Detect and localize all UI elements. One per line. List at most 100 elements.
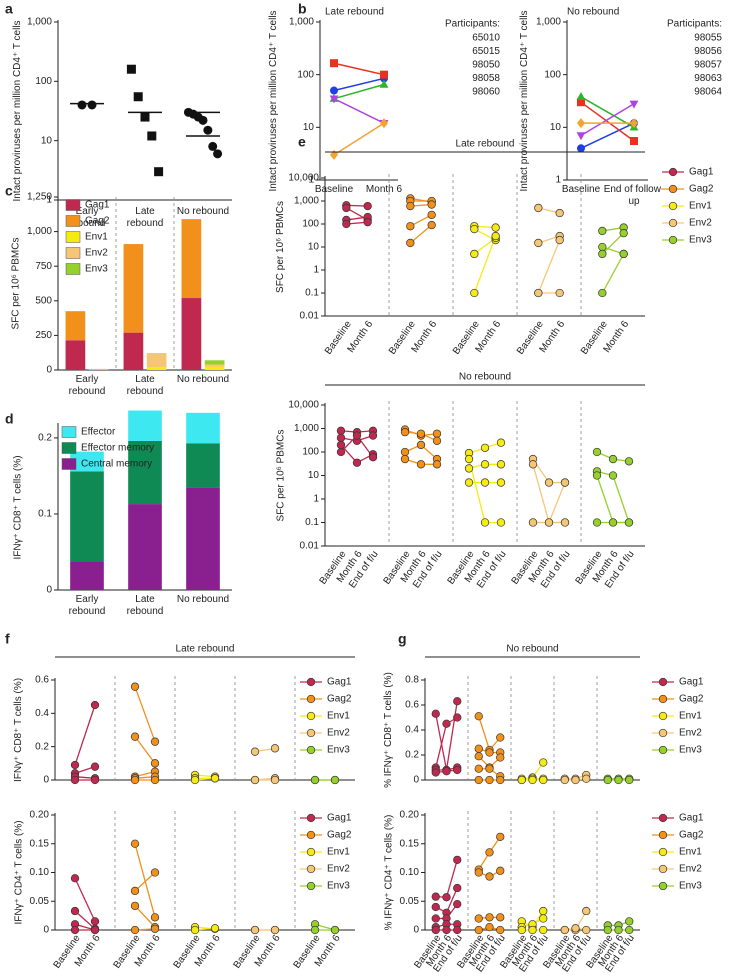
pair-line	[478, 716, 501, 752]
point	[485, 764, 494, 773]
point	[474, 868, 483, 877]
point	[210, 924, 220, 933]
point	[598, 242, 607, 252]
pair-line	[74, 910, 96, 930]
bar-segment	[181, 219, 202, 299]
panel-label: a	[5, 1, 13, 17]
legend-label: Gag2	[327, 830, 352, 841]
y-axis-label-box: % IFNγ⁺ CD8⁺ T cells (%)	[383, 672, 395, 788]
marker	[577, 118, 585, 129]
legend-label: 98050	[472, 60, 500, 71]
legend-marker	[658, 711, 668, 721]
x-tick-label: No rebound	[176, 594, 230, 605]
point	[270, 925, 280, 935]
point	[453, 765, 462, 775]
panel-label: d	[5, 411, 14, 427]
header-title: No rebound	[459, 372, 511, 383]
point	[496, 925, 505, 935]
y-tick-label: 1	[313, 494, 319, 505]
legend-marker	[668, 218, 678, 228]
legend-label: Gag2	[679, 830, 704, 841]
y-tick-label: 0.6	[405, 700, 419, 711]
point	[598, 288, 607, 298]
point	[619, 229, 628, 238]
point	[474, 925, 483, 935]
legend-label: Gag2	[85, 216, 110, 227]
marker	[208, 141, 218, 151]
y-tick-label: 0	[43, 775, 49, 786]
legend-swatch	[65, 263, 81, 275]
legend-marker	[306, 847, 316, 857]
point	[555, 288, 564, 298]
point	[250, 775, 260, 785]
panel-label: g	[398, 631, 407, 647]
point	[544, 478, 554, 487]
point	[534, 203, 543, 213]
x-tick-label-box: Early rebound	[68, 374, 106, 397]
point	[539, 906, 548, 916]
point	[496, 832, 505, 841]
point	[453, 697, 462, 706]
point	[70, 906, 80, 916]
bar-segment	[204, 366, 225, 370]
point	[310, 775, 320, 785]
point	[624, 518, 634, 527]
legend-label: Env2	[85, 248, 108, 259]
point	[400, 427, 410, 437]
legend-title: Participants:	[667, 19, 722, 30]
point	[528, 925, 537, 935]
legend-label: 98063	[694, 73, 722, 84]
point	[310, 925, 320, 935]
point	[406, 238, 415, 248]
panel-label: e	[298, 134, 306, 150]
marker	[198, 115, 208, 125]
y-tick-label: 10	[308, 470, 320, 481]
pair-line	[74, 704, 96, 766]
point	[592, 518, 602, 527]
bar-segment	[186, 412, 220, 444]
point	[442, 767, 451, 776]
point	[485, 775, 494, 785]
panel-label: f	[5, 631, 10, 647]
legend-label: Env3	[85, 264, 108, 275]
y-tick-label: 0.2	[38, 433, 52, 444]
point	[474, 914, 483, 923]
point	[150, 913, 160, 922]
legend-marker	[306, 830, 316, 840]
point	[130, 732, 140, 741]
legend-swatch	[61, 458, 77, 470]
point	[90, 700, 100, 710]
series-line	[333, 77, 385, 92]
y-tick-label: 1,000	[536, 17, 561, 28]
legend-label: Env2	[327, 728, 350, 739]
marker	[87, 100, 97, 110]
point	[406, 201, 415, 211]
legend-marker	[306, 677, 316, 687]
y-tick-label: 100	[302, 447, 319, 458]
legend-label: Env1	[85, 232, 108, 243]
point	[90, 762, 100, 771]
series-line	[333, 98, 385, 124]
y-axis-label: IFNγ⁺ CD8⁺ T cells (%)	[12, 455, 24, 560]
point	[619, 249, 628, 259]
point	[625, 917, 634, 926]
y-axis-label-box: IFNγ⁺ CD8⁺ T cells (%)	[13, 678, 24, 782]
legend-label: Effector	[81, 427, 116, 438]
point	[336, 426, 346, 435]
legend-label: Gag1	[327, 813, 352, 824]
y-tick-label: 0.2	[405, 750, 419, 761]
marker	[576, 91, 586, 100]
x-tick-label: Early rebound	[68, 374, 106, 397]
legend-label: 65015	[472, 46, 500, 57]
point	[150, 759, 160, 768]
point	[555, 208, 564, 218]
legend-swatch	[61, 426, 77, 438]
point	[464, 454, 474, 464]
y-tick-label: 500	[35, 295, 52, 306]
marker	[126, 64, 136, 74]
y-tick-label: 0.1	[305, 288, 319, 299]
y-tick-label: 1	[46, 195, 52, 206]
legend-label: Env3	[679, 745, 702, 756]
y-axis-label-box: SFC per 10⁶ PBMCs	[275, 201, 286, 293]
y-axis-label: % IFNγ⁺ CD8⁺ T cells (%)	[383, 672, 395, 788]
